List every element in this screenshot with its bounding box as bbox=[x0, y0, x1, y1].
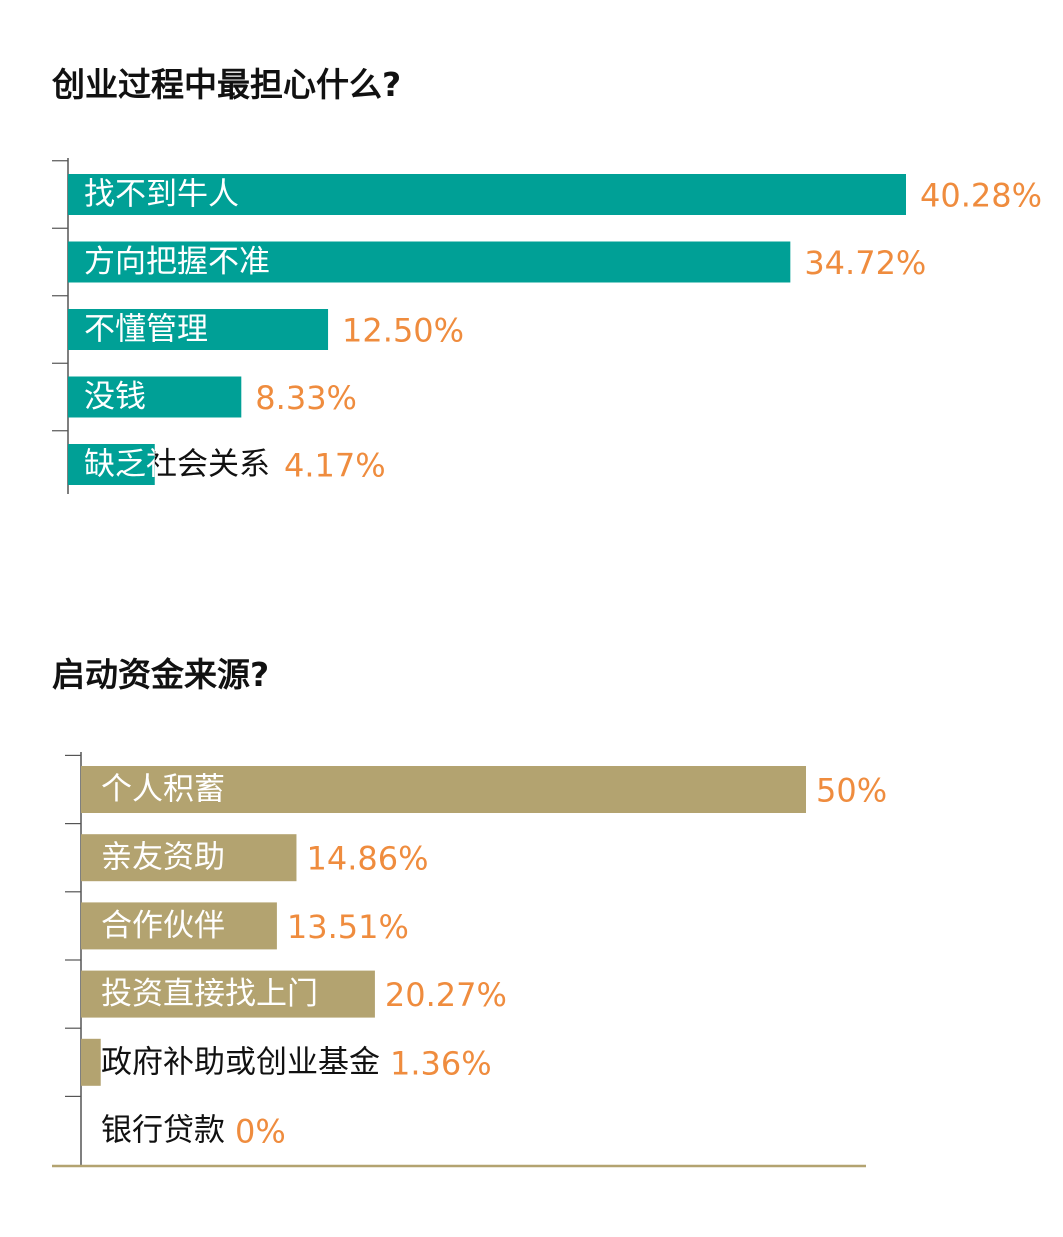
chart-title-funding: 启动资金来源? bbox=[52, 655, 270, 694]
bar-worry-2 bbox=[68, 309, 329, 350]
bar-label-2: 合作伙伴 bbox=[101, 908, 225, 944]
value-label-2: 13.51% bbox=[287, 908, 409, 946]
bar-funding-1 bbox=[81, 834, 297, 882]
value-label-0: 40.28% bbox=[920, 177, 1042, 215]
bar-label-4: 缺乏社会关系 bbox=[84, 447, 270, 483]
bar-label-1: 亲友资助 bbox=[101, 840, 225, 876]
bar-worry-1 bbox=[68, 241, 791, 283]
value-label-4: 4.17% bbox=[284, 447, 386, 485]
bar-label-0: 找不到牛人 bbox=[84, 177, 239, 213]
bar-label-overflow-4: 缺乏社会关系 bbox=[84, 447, 270, 483]
value-label-4: 1.36% bbox=[390, 1044, 492, 1082]
bar-label-3: 没钱 bbox=[84, 379, 146, 415]
value-label-0: 50% bbox=[816, 772, 887, 810]
value-label-2: 12.50% bbox=[342, 312, 464, 350]
bar-label-4: 政府补助或创业基金 bbox=[101, 1044, 380, 1080]
bar-funding-2 bbox=[81, 902, 277, 950]
value-label-3: 8.33% bbox=[255, 379, 357, 417]
bar-worry-3 bbox=[68, 376, 242, 418]
value-label-1: 14.86% bbox=[306, 840, 428, 878]
bar-label-2: 不懂管理 bbox=[84, 312, 208, 348]
value-label-5: 0% bbox=[235, 1113, 286, 1151]
bar-label-0: 个人积蓄 bbox=[101, 772, 225, 808]
bar-label-5: 银行贷款 bbox=[101, 1113, 225, 1149]
bar-funding-4 bbox=[81, 1038, 101, 1086]
bar-worry-0 bbox=[68, 174, 906, 215]
bar-label-overflow-5: 银行贷款 bbox=[101, 1113, 225, 1149]
bar-label-overflow-4: 政府补助或创业基金 bbox=[101, 1044, 380, 1080]
value-label-1: 34.72% bbox=[804, 244, 926, 282]
value-label-3: 20.27% bbox=[385, 976, 507, 1014]
bar-label-3: 投资直接找上门 bbox=[101, 976, 318, 1012]
bar-label-1: 方向把握不准 bbox=[84, 244, 270, 280]
chart-title-worries: 创业过程中最担心什么? bbox=[52, 65, 402, 104]
bar-worry-4 bbox=[68, 444, 155, 485]
bar-funding-3 bbox=[81, 970, 375, 1018]
bar-funding-0 bbox=[81, 766, 806, 813]
